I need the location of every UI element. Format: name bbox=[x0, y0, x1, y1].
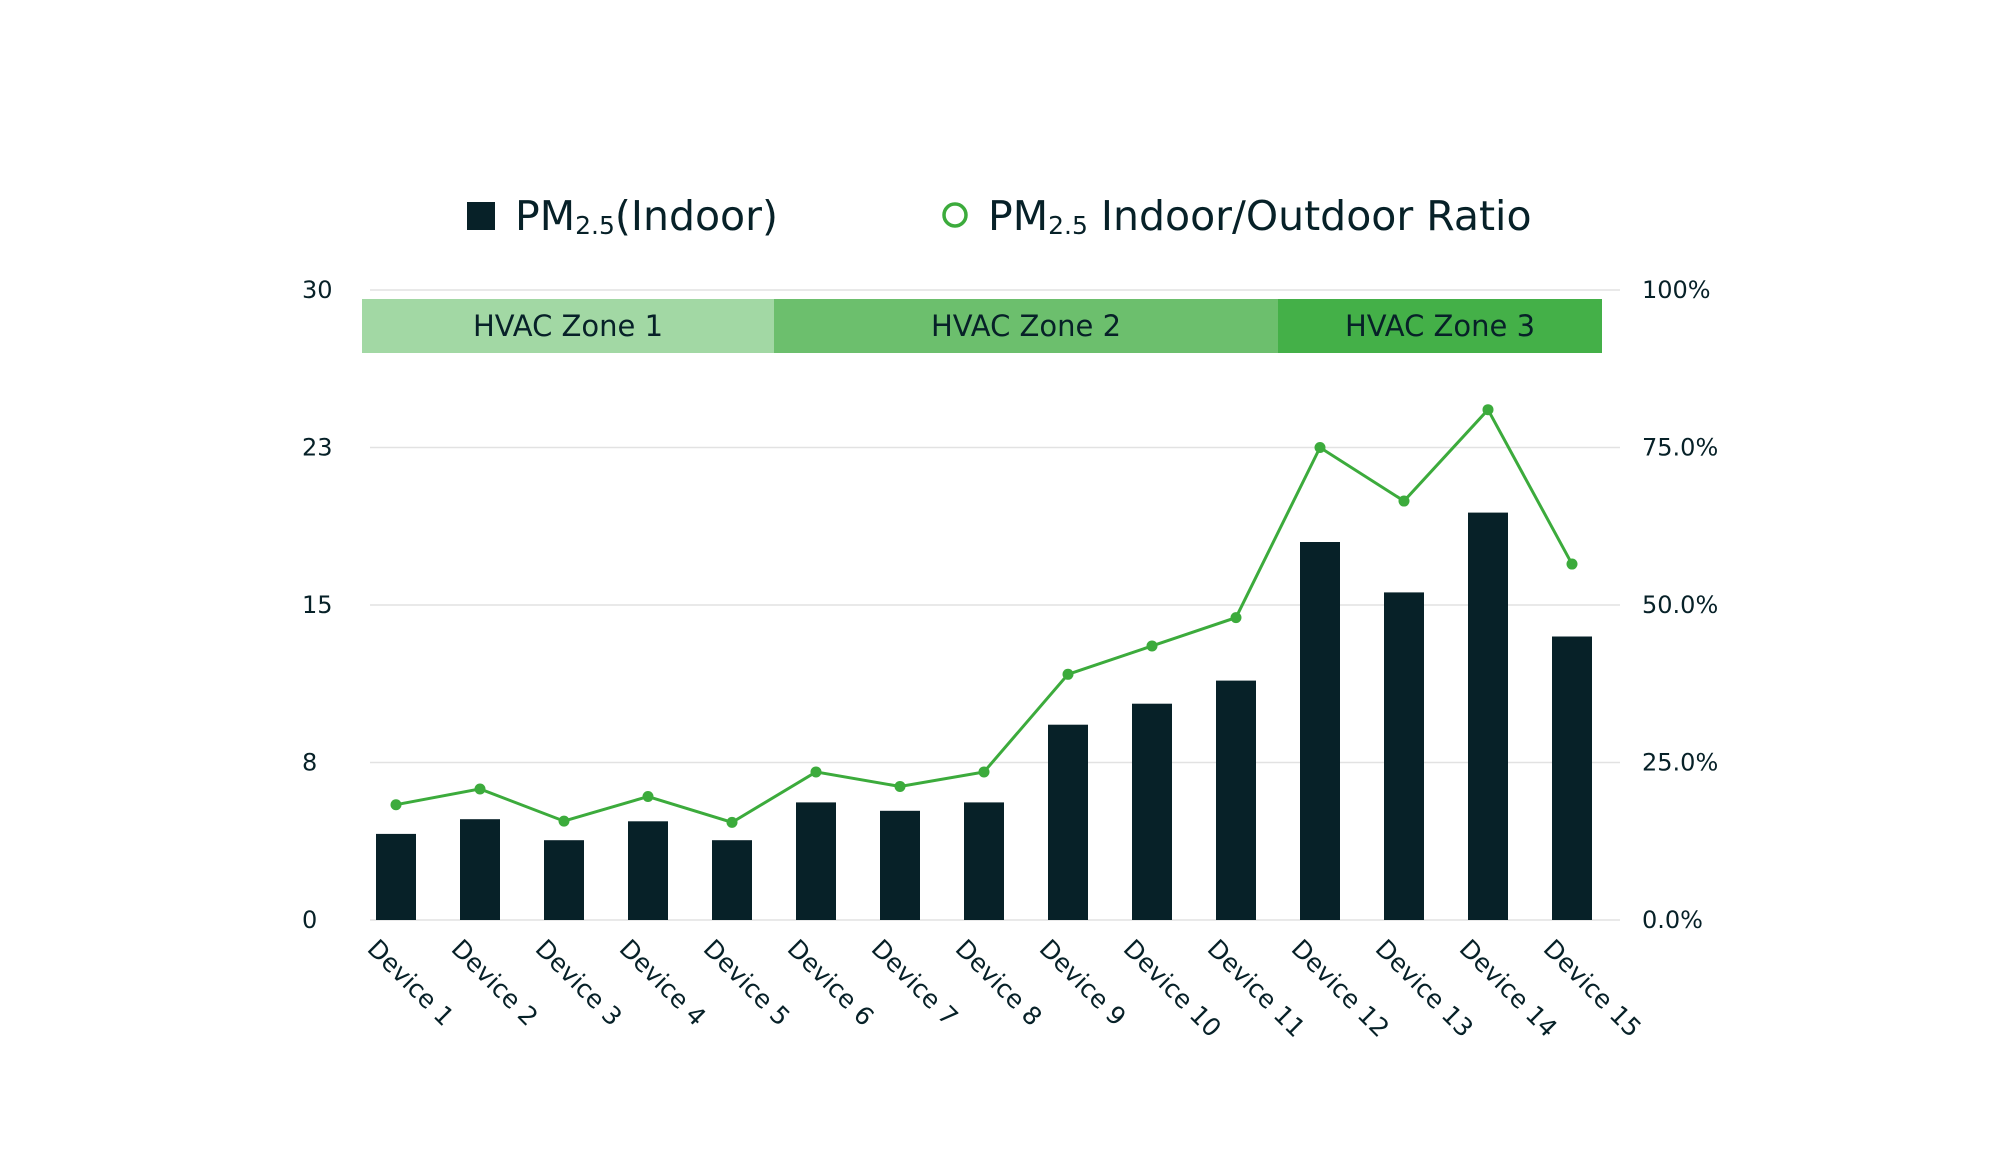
ratio-point bbox=[558, 815, 570, 827]
legend: PM2.5(Indoor) PM2.5 Indoor/Outdoor Ratio bbox=[467, 192, 1532, 240]
hvac-zone-band bbox=[774, 299, 1278, 353]
hvac-zone-band bbox=[362, 299, 774, 353]
ratio-point bbox=[390, 799, 402, 811]
y-right-tick-label: 50.0% bbox=[1642, 591, 1718, 619]
x-tick-label: Device 1 bbox=[362, 934, 460, 1032]
y-left-tick-label: 23 bbox=[302, 434, 333, 462]
y-left-tick-label: 30 bbox=[302, 276, 333, 304]
bar bbox=[1132, 703, 1172, 920]
indoor-bars bbox=[376, 512, 1592, 920]
bar bbox=[376, 833, 416, 920]
bar bbox=[1552, 636, 1592, 920]
hvac-zone-bands: HVAC Zone 1 HVAC Zone 2 HVAC Zone 3 bbox=[362, 299, 1602, 353]
bar bbox=[628, 821, 668, 920]
x-tick-label: Device 2 bbox=[446, 934, 544, 1032]
ratio-point bbox=[894, 780, 906, 792]
legend-marker-line bbox=[942, 202, 968, 228]
y-right-tick-label: 75.0% bbox=[1642, 434, 1718, 462]
y-right-tick-label: 25.0% bbox=[1642, 749, 1718, 777]
ratio-point bbox=[726, 816, 738, 828]
legend-marker-bar bbox=[467, 202, 495, 230]
ratio-point bbox=[1314, 442, 1326, 453]
ratio-point bbox=[474, 783, 486, 795]
x-tick-label: Device 8 bbox=[950, 934, 1048, 1032]
hvac-zone-label: HVAC Zone 2 bbox=[931, 309, 1121, 343]
bar bbox=[544, 840, 584, 920]
x-tick-label: Device 6 bbox=[782, 934, 880, 1032]
ratio-point bbox=[642, 791, 654, 803]
ratio-point bbox=[1062, 668, 1074, 680]
y-left-tick-label: 8 bbox=[302, 749, 317, 777]
y-left-tick-label: 15 bbox=[302, 591, 333, 619]
x-tick-label: Device 9 bbox=[1034, 934, 1132, 1032]
ratio-point bbox=[1146, 640, 1158, 652]
hvac-zone-band bbox=[1278, 299, 1602, 353]
bar bbox=[880, 810, 920, 920]
bar bbox=[1048, 724, 1088, 920]
bar bbox=[460, 819, 500, 920]
ratio-point bbox=[978, 766, 990, 778]
legend-label-ratio: PM2.5 Indoor/Outdoor Ratio bbox=[988, 192, 1532, 240]
bar bbox=[1384, 592, 1424, 920]
bar bbox=[796, 802, 836, 920]
ratio-line-series bbox=[390, 404, 1578, 828]
x-tick-label: Device 5 bbox=[698, 934, 796, 1032]
y-left-tick-label: 0 bbox=[302, 906, 317, 934]
ratio-point bbox=[1398, 495, 1410, 507]
ratio-point bbox=[1482, 404, 1494, 416]
hvac-zone-label: HVAC Zone 3 bbox=[1345, 309, 1535, 343]
bar bbox=[964, 802, 1004, 920]
bar bbox=[1216, 680, 1256, 920]
ratio-point bbox=[1566, 558, 1578, 570]
x-tick-label: Device 3 bbox=[530, 934, 628, 1032]
x-tick-label: Device 4 bbox=[614, 934, 712, 1032]
bar bbox=[1468, 512, 1508, 920]
hvac-zone-label: HVAC Zone 1 bbox=[473, 309, 663, 343]
bar bbox=[712, 840, 752, 920]
x-tick-label: Device 7 bbox=[866, 934, 964, 1032]
legend-label-indoor: PM2.5(Indoor) bbox=[515, 192, 778, 240]
bar bbox=[1300, 542, 1340, 920]
y-right-tick-label: 100% bbox=[1642, 276, 1711, 304]
y-right-tick-label: 0.0% bbox=[1642, 906, 1703, 934]
ratio-point bbox=[1230, 612, 1242, 624]
ratio-point bbox=[810, 766, 822, 778]
